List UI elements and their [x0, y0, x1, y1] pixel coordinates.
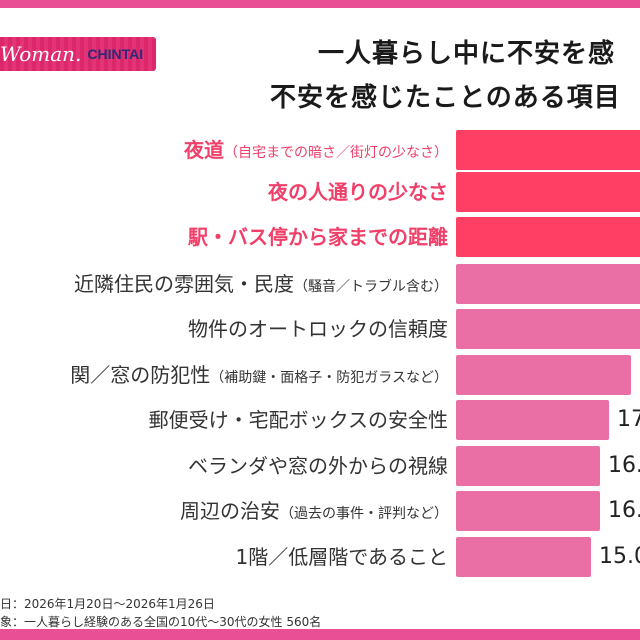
category-main: 夜道 — [184, 138, 224, 162]
category-label: 夜の人通りの少なさ — [268, 172, 448, 212]
footer-survey-date: 日：2026年1月20日〜2026年1月26日 — [0, 597, 215, 611]
footer-survey-target: 象：一人暮らし経験のある全国の10代〜30代の女性 560名 — [0, 615, 322, 629]
category-main: 周辺の治安 — [180, 499, 280, 523]
value-label: 17 — [617, 407, 640, 432]
bar — [456, 217, 640, 257]
category-main: 物件のオートロックの信頼度 — [188, 317, 448, 341]
bottom-band — [0, 629, 640, 640]
category-note: （補助鍵・面格子・防犯ガラスなど） — [210, 370, 448, 386]
bar — [456, 446, 600, 486]
bar — [456, 130, 640, 170]
category-label: 夜道（自宅までの暗さ／街灯の少なさ） — [184, 130, 448, 170]
category-main: ベランダや窓の外からの視線 — [188, 454, 448, 478]
value-label: 16. — [608, 498, 640, 523]
category-main: 駅・バス停から家までの距離 — [188, 225, 448, 249]
category-label: 物件のオートロックの信頼度 — [188, 309, 448, 349]
logo-word: Woman. — [0, 42, 82, 66]
category-label: 関／窓の防犯性（補助鍵・面格子・防犯ガラスなど） — [70, 355, 448, 395]
bar — [456, 264, 640, 304]
value-label: 16. — [608, 453, 640, 478]
bar — [456, 400, 609, 440]
category-label: 1階／低層階であること — [235, 537, 448, 577]
category-note: （騒音／トラブル含む） — [294, 279, 448, 295]
category-label: 駅・バス停から家までの距離 — [188, 217, 448, 257]
bar — [456, 491, 600, 531]
bar — [456, 355, 631, 395]
category-main: 夜の人通りの少なさ — [268, 180, 448, 204]
logo: Woman. CHINTAI — [0, 37, 156, 71]
category-note: （自宅までの暗さ／街灯の少なさ） — [224, 145, 448, 161]
category-label: 郵便受け・宅配ボックスの安全性 — [149, 400, 448, 440]
chart-title-line1: 一人暮らし中に不安を感 — [318, 39, 616, 69]
category-main: 近隣住民の雰囲気・民度 — [74, 272, 294, 296]
category-main: 関／窓の防犯性 — [70, 363, 211, 387]
category-label: 周辺の治安（過去の事件・評判など） — [180, 491, 448, 531]
bar — [456, 309, 640, 349]
bar — [456, 537, 591, 577]
category-label: ベランダや窓の外からの視線 — [188, 446, 448, 486]
category-main: 1階／低層階であること — [235, 545, 448, 569]
category-note: （過去の事件・評判など） — [280, 506, 448, 522]
chart-title-line2: 不安を感じたことのある項目 — [270, 83, 621, 113]
value-label: 15.0 — [599, 544, 640, 569]
top-band — [0, 0, 640, 8]
category-label: 近隣住民の雰囲気・民度（騒音／トラブル含む） — [74, 264, 448, 304]
category-main: 郵便受け・宅配ボックスの安全性 — [148, 408, 448, 432]
bar — [456, 172, 640, 212]
logo-sub: CHINTAI — [87, 46, 144, 62]
